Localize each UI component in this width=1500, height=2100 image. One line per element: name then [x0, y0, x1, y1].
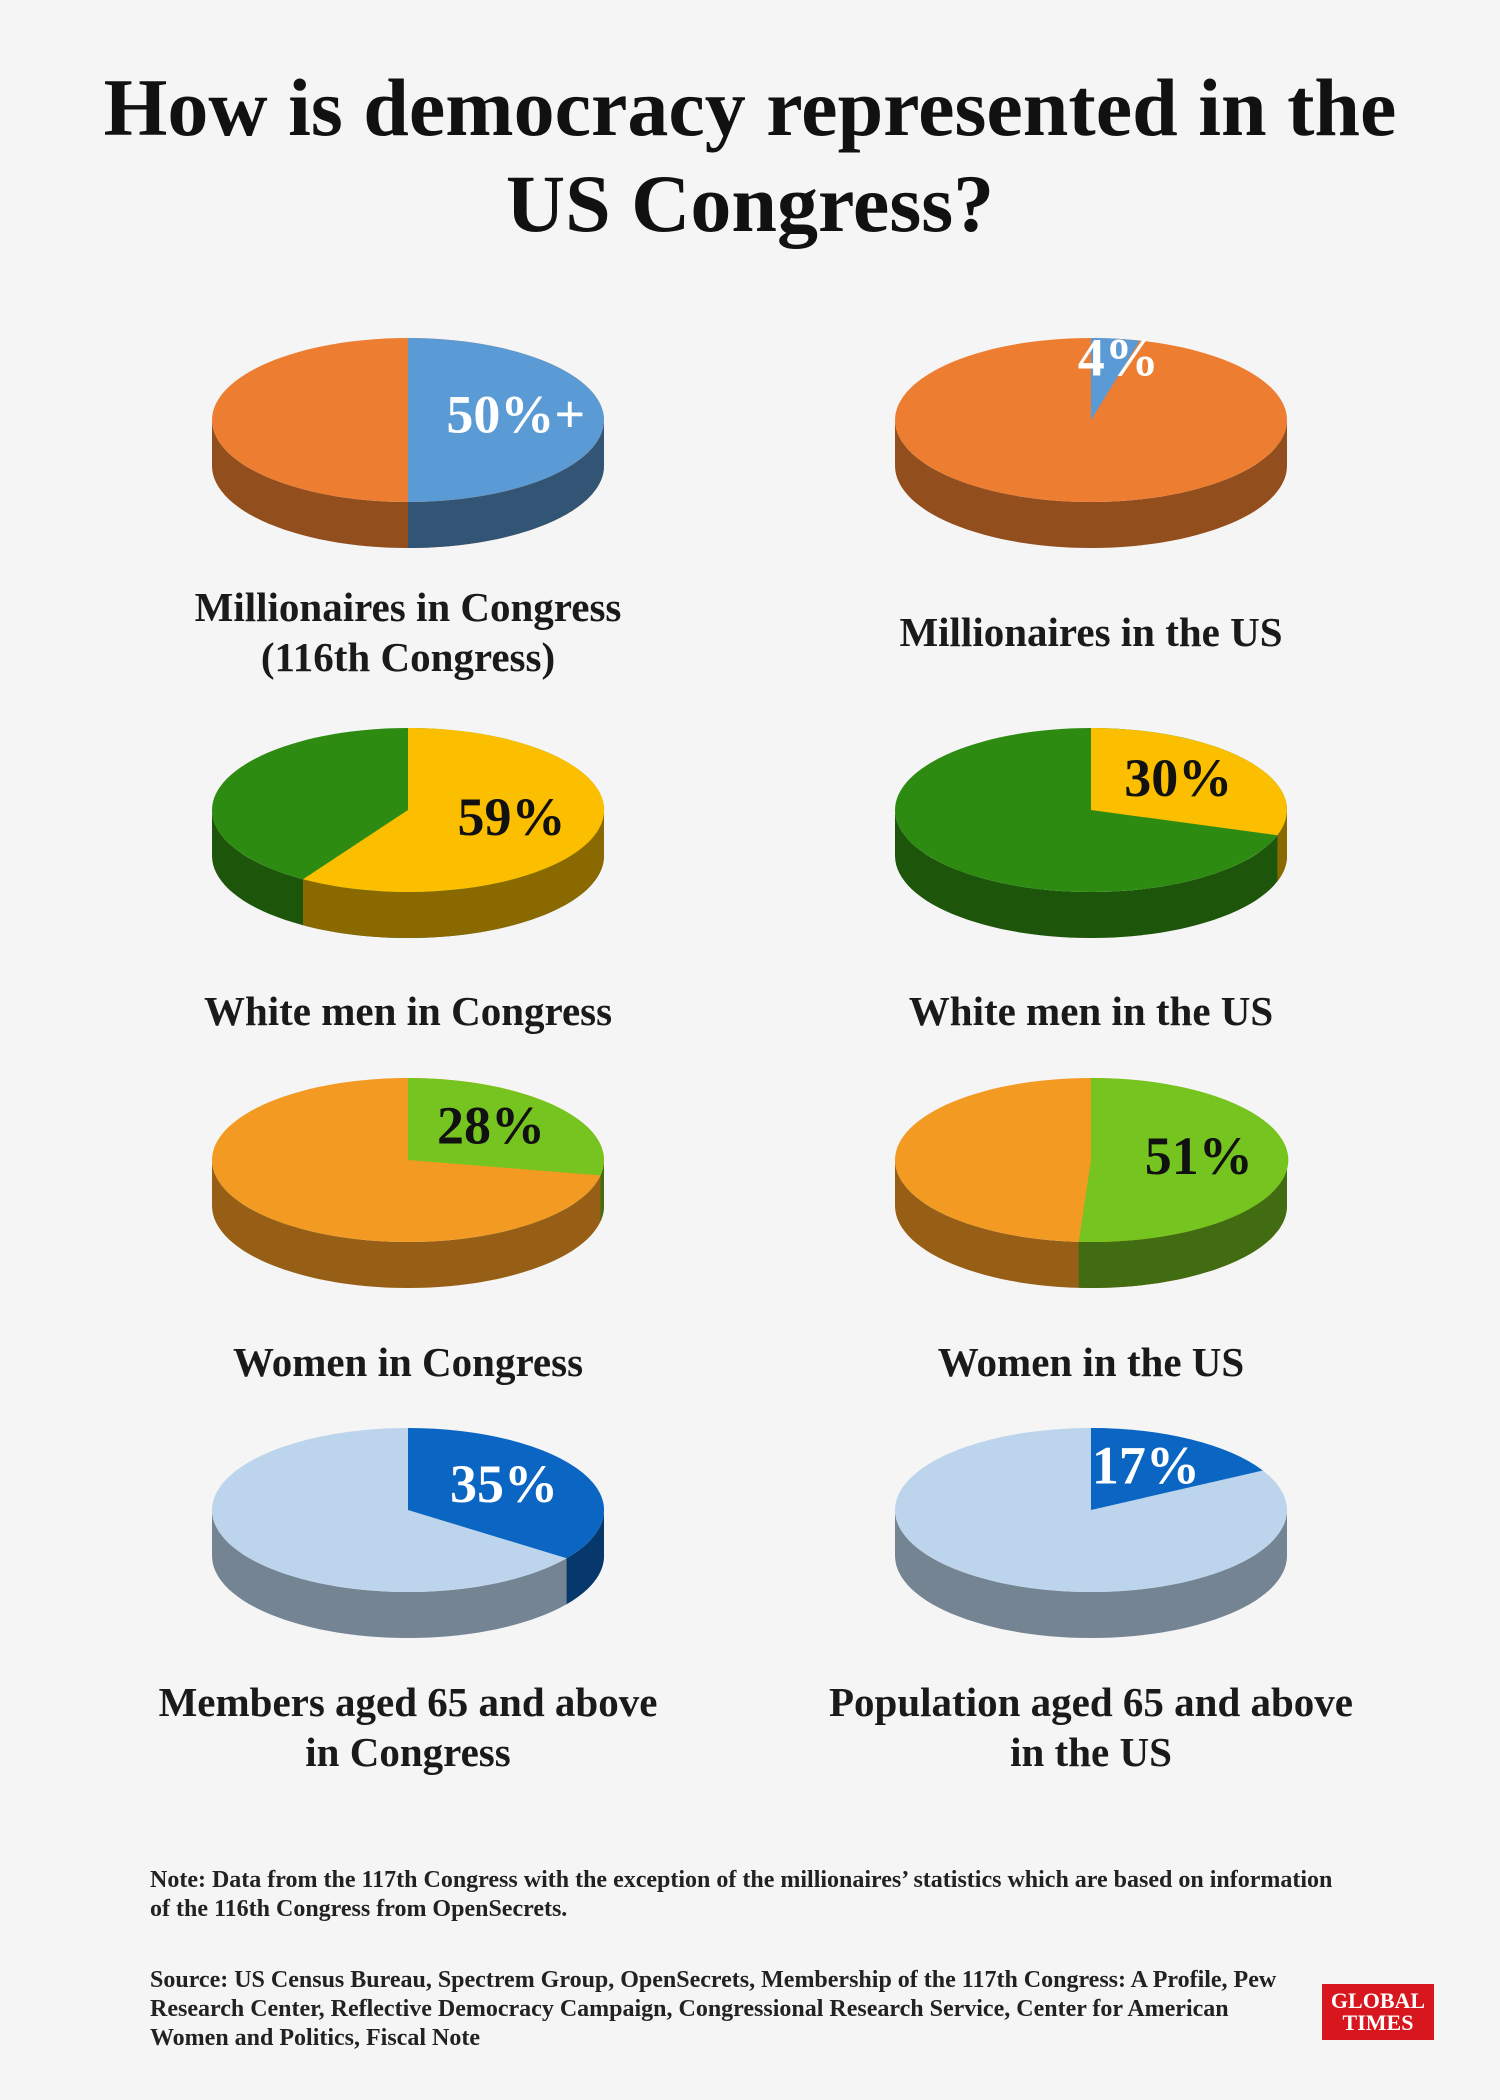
pie-title: White men in the US	[908, 988, 1274, 1034]
pie-side	[212, 1510, 604, 1638]
slice-side	[1078, 1160, 1287, 1288]
pie-slice	[1078, 1077, 1289, 1242]
value-label: 4%	[1078, 327, 1159, 387]
logo-text: GLOBAL	[1330, 1988, 1426, 2013]
source: Source: US Census Bureau, Spectrem Group…	[150, 1967, 1277, 2051]
pie-side	[895, 1510, 1287, 1638]
pie-slice	[408, 1428, 605, 1559]
slice-side	[566, 1510, 604, 1605]
logo: GLOBAL TIMES	[1322, 1984, 1434, 2040]
pie-title: Population aged 65 and above in the US	[829, 1679, 1353, 1775]
value-label: 50%+	[446, 384, 585, 444]
slice-side	[600, 1160, 604, 1222]
page-title: How is democracy represented in the US C…	[103, 62, 1397, 249]
pie-title: Women in the US	[937, 1339, 1245, 1385]
pie-slice	[1091, 338, 1140, 420]
value-label: 17%	[1092, 1436, 1200, 1496]
pie-title: Members aged 65 and above in Congress	[158, 1679, 658, 1775]
value-label: 28%	[437, 1096, 545, 1156]
pie-side	[895, 420, 1287, 548]
value-label: 59%	[458, 787, 566, 847]
pie-slice	[1091, 728, 1287, 836]
pie-slice	[303, 727, 605, 892]
slice-side	[1277, 810, 1287, 882]
slice-side	[408, 420, 604, 548]
pie-side	[895, 810, 1287, 938]
pie-title: White men in Congress	[203, 988, 613, 1034]
pie-title: Millionaires in the US	[899, 609, 1283, 655]
pie-slice	[1091, 1428, 1263, 1510]
pie-slice	[408, 338, 604, 502]
pie-title: Millionaires in Congress (116th Congress…	[194, 584, 622, 680]
slice-side	[303, 810, 604, 938]
note: Note: Data from the 117th Congress with …	[150, 1867, 1333, 1922]
value-label: 30%	[1124, 748, 1232, 808]
value-label: 51%	[1145, 1126, 1253, 1186]
pie-title: Women in Congress	[232, 1339, 584, 1385]
value-label: 35%	[450, 1454, 558, 1514]
logo-text: TIMES	[1342, 2010, 1414, 2035]
pie-slice	[408, 1078, 604, 1176]
pie-side	[212, 1160, 604, 1288]
